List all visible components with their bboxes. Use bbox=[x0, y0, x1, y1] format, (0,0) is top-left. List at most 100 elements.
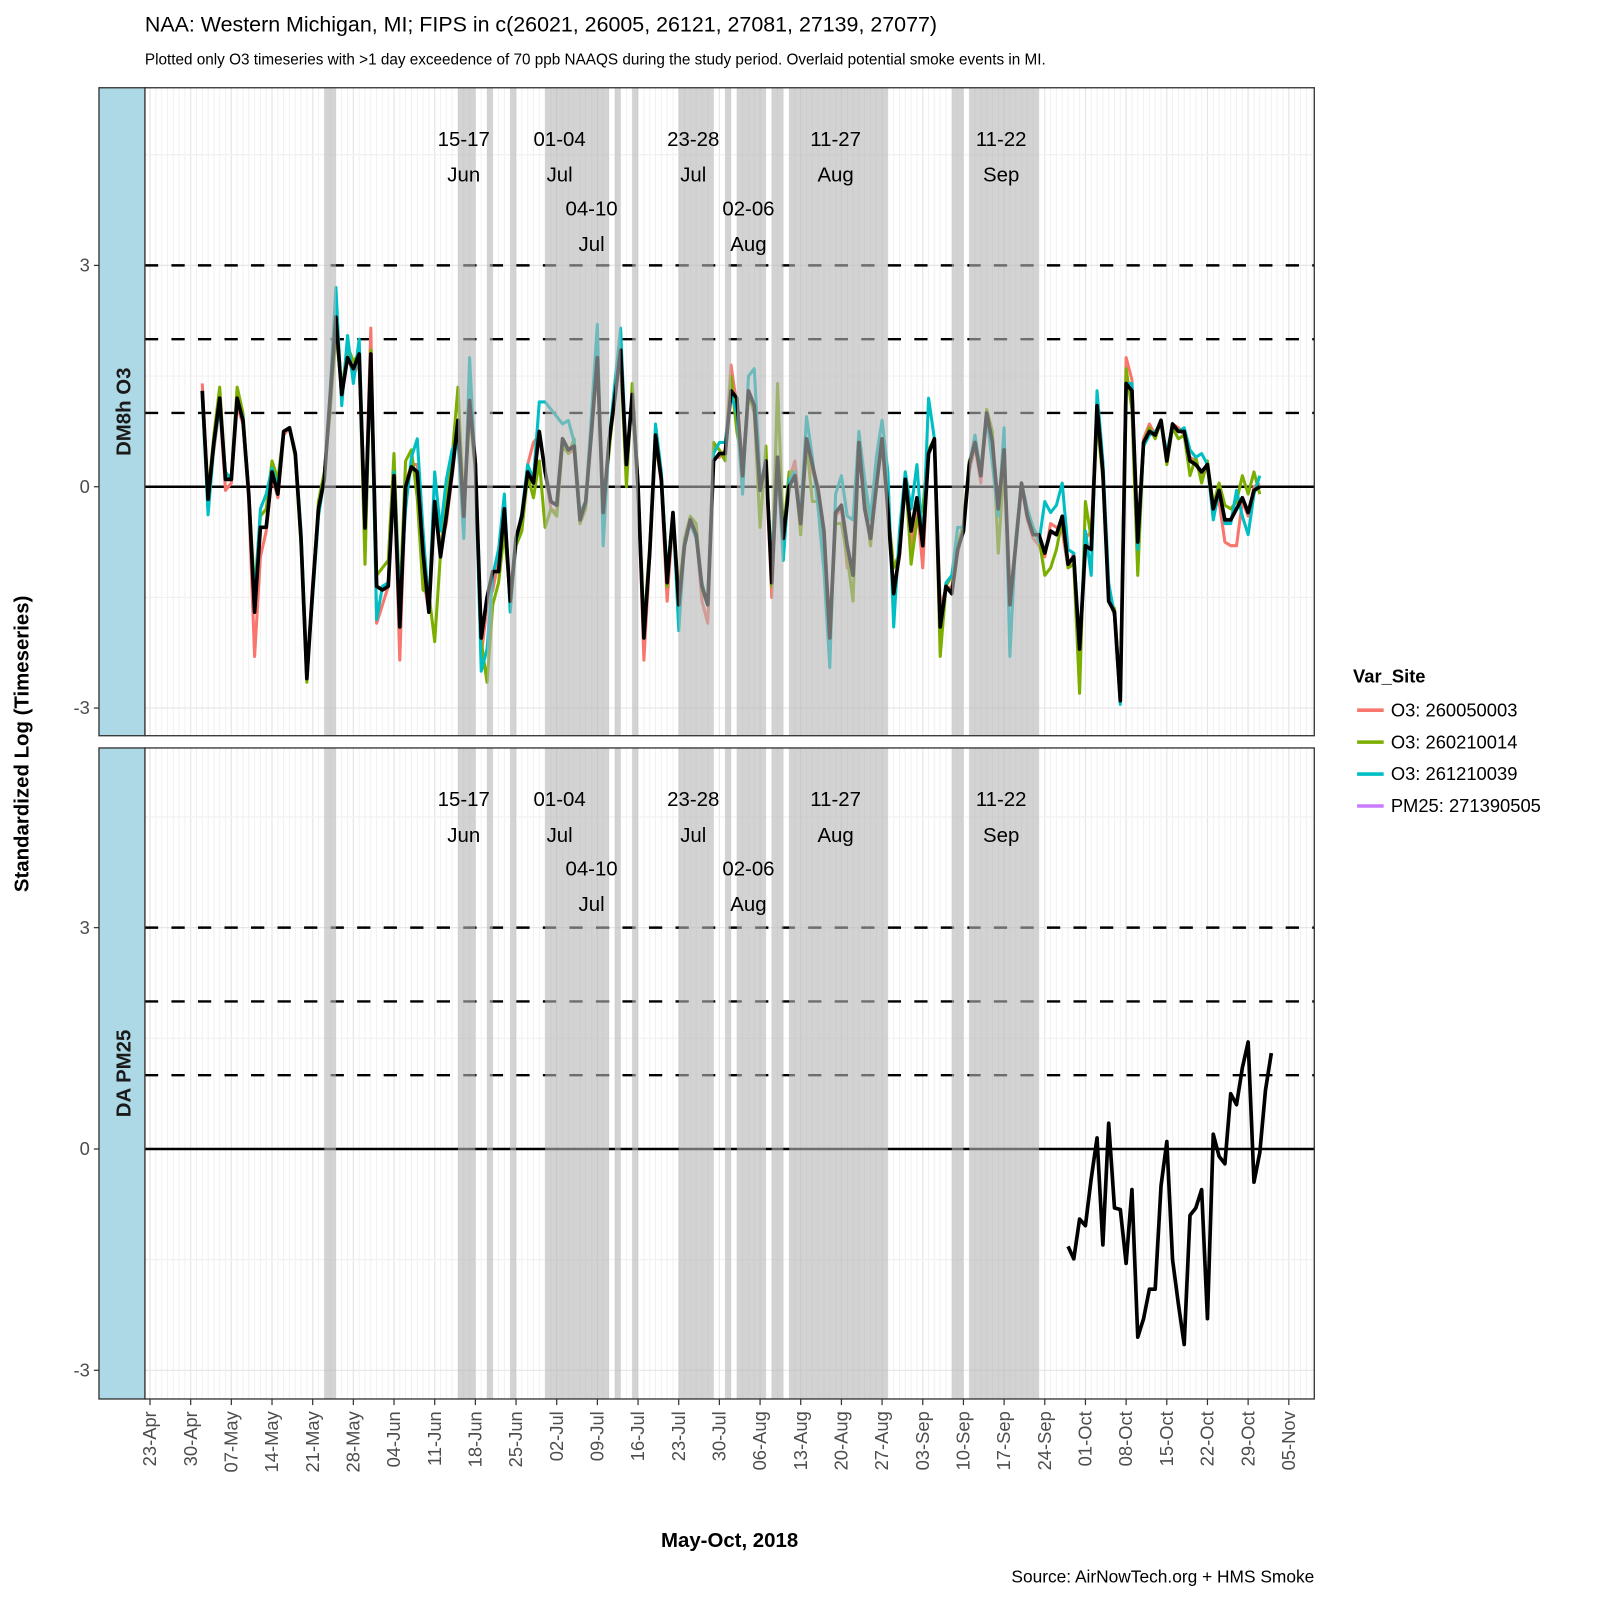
series-line-mean bbox=[1066, 1040, 1274, 1347]
smoke-event-label-month: Aug bbox=[817, 825, 853, 847]
smoke-event-label-dates: 23-28 bbox=[667, 789, 719, 811]
smoke-event-label-month: Jul bbox=[547, 825, 573, 847]
panel-2: 15-17 Jun 01-04 Jul 04-10 Jul 23-28 Jul 02-06 Aug… bbox=[73, 747, 1315, 1400]
legend-item: O3: 261210039 bbox=[1357, 763, 1517, 784]
y-tick-label: -3 bbox=[73, 1359, 89, 1380]
x-tick-label: 17-Sep bbox=[993, 1411, 1014, 1470]
x-tick-label: 30-Jul bbox=[709, 1411, 730, 1461]
smoke-event-label-month: Jul bbox=[680, 165, 706, 187]
smoke-event-band bbox=[736, 87, 766, 736]
x-tick-label: 08-Oct bbox=[1115, 1411, 1136, 1466]
smoke-event-label-dates: 15-17 bbox=[438, 789, 490, 811]
x-tick-label: 13-Aug bbox=[790, 1411, 811, 1470]
legend-label: O3: 260050003 bbox=[1391, 699, 1518, 720]
x-tick-label: 22-Oct bbox=[1197, 1411, 1218, 1466]
series-line-mean bbox=[200, 315, 1261, 703]
facet-strip-label: DA PM25 bbox=[114, 1030, 136, 1118]
x-tick-label: 04-Jun bbox=[383, 1411, 404, 1467]
legend-item: O3: 260050003 bbox=[1357, 699, 1517, 720]
smoke-event-label-month: Aug bbox=[817, 165, 853, 187]
smoke-event-band bbox=[545, 87, 575, 736]
smoke-event-band bbox=[545, 747, 575, 1399]
smoke-event-band bbox=[789, 747, 888, 1399]
smoke-event-label-dates: 11-22 bbox=[976, 129, 1027, 151]
facet-strip-label: DM8h O3 bbox=[114, 368, 136, 456]
smoke-event-label-month: Aug bbox=[730, 894, 766, 916]
smoke-event-band bbox=[632, 747, 639, 1399]
legend-item: O3: 260210014 bbox=[1357, 731, 1517, 752]
smoke-event-band bbox=[510, 87, 517, 736]
smoke-event-label-dates: 23-28 bbox=[667, 129, 719, 151]
legend-label: O3: 261210039 bbox=[1391, 763, 1518, 784]
facet-panels: 15-17 Jun 01-04 Jul 04-10 Jul 23-28 Jul 02-06 Aug… bbox=[73, 87, 1315, 1400]
y-tick-label: 0 bbox=[80, 476, 90, 497]
smoke-event-band bbox=[736, 747, 766, 1399]
smoke-event-band bbox=[324, 747, 336, 1399]
smoke-event-label-month: Sep bbox=[983, 165, 1019, 187]
smoke-event-label-month: Jul bbox=[579, 234, 605, 256]
smoke-event-band bbox=[486, 747, 493, 1399]
x-tick-label: 24-Sep bbox=[1034, 1411, 1055, 1470]
smoke-event-label-dates: 01-04 bbox=[534, 129, 586, 151]
x-tick-label: 16-Jul bbox=[627, 1411, 648, 1461]
smoke-event-label-dates: 04-10 bbox=[565, 198, 617, 220]
smoke-event-band bbox=[632, 87, 639, 736]
panel-plot-area bbox=[144, 747, 1315, 1399]
smoke-event-band bbox=[457, 87, 476, 736]
panel-1: 15-17 Jun 01-04 Jul 04-10 Jul 23-28 Jul 02-06 Aug… bbox=[73, 87, 1315, 737]
smoke-event-band bbox=[789, 87, 888, 736]
x-tick-label: 27-Aug bbox=[871, 1411, 892, 1470]
smoke-event-band bbox=[486, 87, 493, 736]
smoke-event-label-month: Jun bbox=[447, 825, 480, 847]
smoke-event-label-month: Jul bbox=[547, 165, 573, 187]
panel-plot-area bbox=[144, 87, 1315, 736]
legend: Var_Site O3: 260050003 O3: 260210014 O3: 2… bbox=[1353, 666, 1541, 816]
smoke-event-label-dates: 11-22 bbox=[976, 789, 1027, 811]
x-tick-label: 21-May bbox=[302, 1410, 323, 1472]
legend-label: O3: 260210014 bbox=[1391, 731, 1518, 752]
smoke-event-label-dates: 02-06 bbox=[722, 198, 774, 220]
x-tick-label: 02-Jul bbox=[546, 1411, 567, 1461]
chart-subtitle: Plotted only O3 timeseries with >1 day e… bbox=[145, 51, 1046, 68]
x-tick-label: 18-Jun bbox=[464, 1411, 485, 1467]
x-tick-label: 25-Jun bbox=[505, 1411, 526, 1467]
x-tick-label: 07-May bbox=[220, 1410, 241, 1472]
smoke-event-band bbox=[614, 87, 621, 736]
smoke-event-band bbox=[574, 747, 610, 1399]
y-tick-label: 3 bbox=[80, 917, 90, 938]
caption: Source: AirNowTech.org + HMS Smoke bbox=[1011, 1567, 1314, 1587]
smoke-event-label-month: Jun bbox=[447, 165, 480, 187]
smoke-event-band bbox=[725, 87, 732, 736]
legend-title: Var_Site bbox=[1353, 666, 1425, 687]
x-tick-label: 03-Sep bbox=[912, 1411, 933, 1470]
facet-strip bbox=[98, 747, 146, 1400]
x-tick-label: 10-Sep bbox=[953, 1411, 974, 1470]
x-axis: 23-Apr 30-Apr 07-May 14-May 21-May 28-May 04-J… bbox=[139, 1398, 1299, 1472]
smoke-event-label-month: Sep bbox=[983, 825, 1019, 847]
smoke-event-band bbox=[324, 87, 336, 736]
x-tick-label: 11-Jun bbox=[424, 1411, 445, 1466]
y-tick-label: -3 bbox=[73, 697, 89, 718]
smoke-event-band bbox=[725, 747, 732, 1399]
x-tick-label: 15-Oct bbox=[1156, 1411, 1177, 1466]
x-tick-label: 23-Apr bbox=[139, 1411, 160, 1466]
x-tick-label: 09-Jul bbox=[587, 1411, 608, 1461]
smoke-event-band bbox=[951, 87, 964, 736]
x-tick-label: 29-Oct bbox=[1237, 1411, 1258, 1466]
smoke-event-label-dates: 15-17 bbox=[438, 129, 490, 151]
smoke-event-band bbox=[678, 747, 714, 1399]
smoke-event-band bbox=[457, 747, 476, 1399]
smoke-event-label-month: Aug bbox=[730, 234, 766, 256]
smoke-event-band bbox=[510, 747, 517, 1399]
smoke-event-band bbox=[969, 747, 1039, 1399]
smoke-event-label-month: Jul bbox=[680, 825, 706, 847]
x-tick-label: 05-Nov bbox=[1278, 1410, 1299, 1470]
x-tick-label: 23-Jul bbox=[668, 1411, 689, 1461]
smoke-event-band bbox=[614, 747, 621, 1399]
smoke-event-label-month: Jul bbox=[579, 894, 605, 916]
smoke-event-band bbox=[678, 87, 714, 736]
y-axis-title: Standardized Log (Timeseries) bbox=[12, 596, 34, 893]
x-tick-label: 01-Oct bbox=[1075, 1411, 1096, 1466]
smoke-event-band bbox=[771, 747, 784, 1399]
